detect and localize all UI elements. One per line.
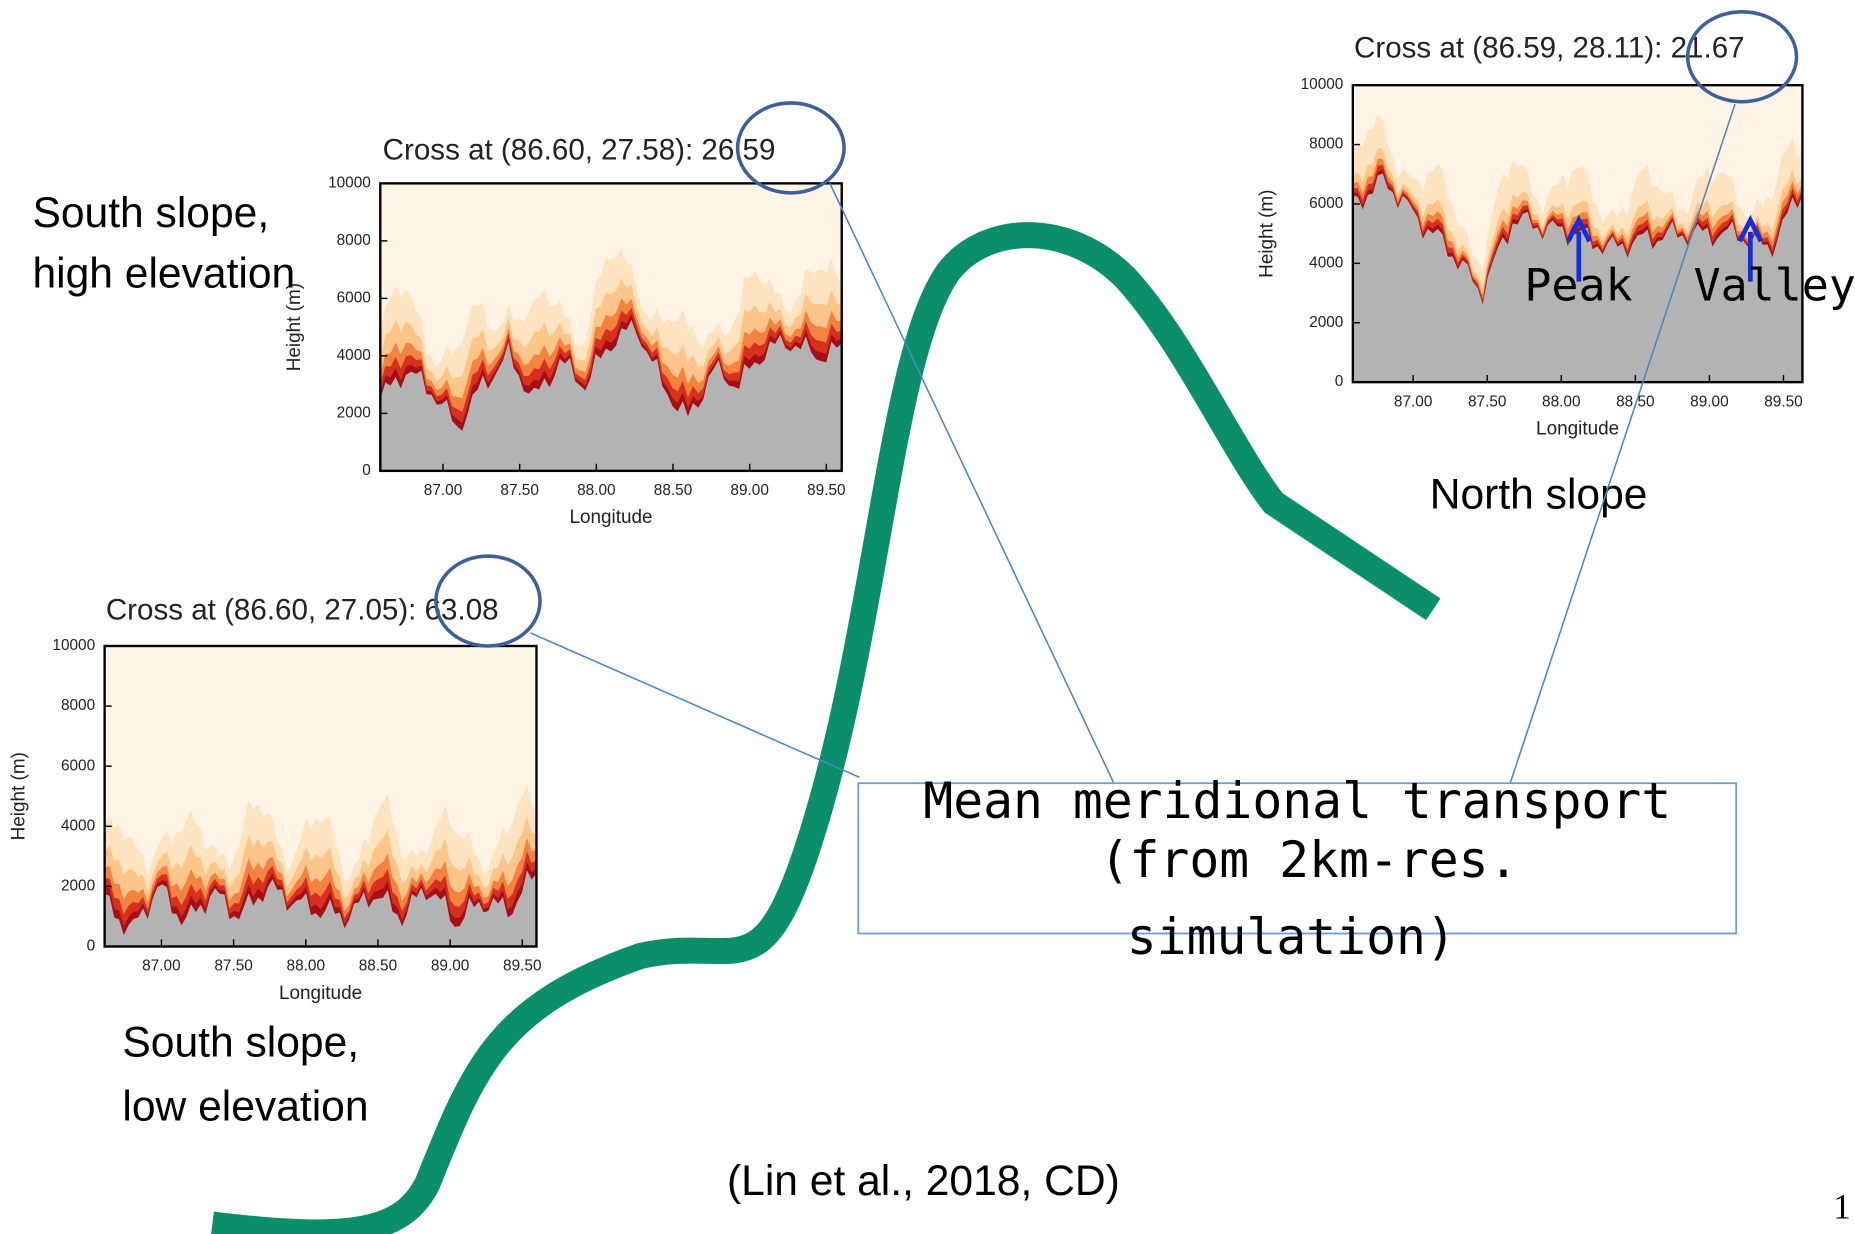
plot-frame: [103, 644, 538, 948]
y-tick-label: 8000: [1309, 136, 1343, 153]
y-axis-label: Height (m): [1257, 190, 1278, 278]
highlight-circle: [1685, 10, 1799, 104]
panel-caption: North slope: [1430, 471, 1648, 519]
x-tick-label: 89.50: [503, 958, 541, 975]
panel-caption: South slope,: [122, 1019, 359, 1067]
x-tick-label: 88.00: [1542, 393, 1580, 410]
highlight-circle: [735, 101, 846, 195]
x-tick-label: 87.50: [500, 482, 538, 499]
box-text: (from 2km-res.: [1100, 831, 1519, 889]
x-tick-label: 88.00: [287, 958, 325, 975]
y-tick-label: 4000: [61, 817, 95, 834]
page-number: 1: [1833, 1187, 1851, 1227]
y-tick-label: 0: [1335, 373, 1344, 390]
plot-frame: [1351, 84, 1804, 384]
callout-line: [829, 183, 1115, 784]
marker-arrowhead: [1566, 214, 1592, 243]
panel-caption: low elevation: [122, 1082, 368, 1130]
box-text: simulation): [1127, 908, 1456, 966]
y-tick-label: 2000: [61, 877, 95, 894]
callouts: [530, 103, 1736, 784]
x-tick-label: 87.00: [1394, 393, 1432, 410]
x-tick-label: 88.50: [359, 958, 397, 975]
y-tick-label: 8000: [337, 232, 371, 249]
x-tick-label: 89.50: [1764, 393, 1802, 410]
callout-line: [1509, 103, 1736, 784]
y-axis-label: Height (m): [284, 283, 305, 371]
mountain-profile: [211, 222, 1441, 1234]
terrain: [104, 870, 537, 947]
y-tick-label: 10000: [52, 637, 95, 654]
y-tick-label: 0: [362, 462, 371, 479]
y-tick-label: 6000: [1309, 195, 1343, 212]
x-tick-label: 87.50: [1468, 393, 1506, 410]
y-tick-label: 4000: [337, 347, 371, 364]
x-tick-label: 88.00: [577, 482, 615, 499]
marker-arrowhead: [1737, 214, 1764, 243]
x-tick-label: 87.00: [424, 482, 462, 499]
panel-title: Cross at (86.60, 27.05): 63.08: [106, 593, 499, 626]
y-tick-label: 6000: [337, 289, 371, 306]
x-axis-label: Longitude: [569, 507, 652, 528]
x-tick-label: 89.00: [431, 958, 469, 975]
citation: (Lin et al., 2018, CD): [727, 1157, 1120, 1205]
y-tick-label: 2000: [337, 404, 371, 421]
panel-caption: South slope,: [32, 189, 269, 237]
y-tick-label: 0: [87, 938, 96, 955]
terrain: [380, 319, 842, 471]
text-box: [857, 782, 1738, 935]
y-axis-label: Height (m): [8, 752, 29, 840]
x-tick-label: 88.50: [654, 482, 692, 499]
highlights: [434, 10, 1799, 648]
x-tick-label: 89.00: [730, 482, 768, 499]
y-tick-label: 8000: [61, 697, 95, 714]
panel-caption: high elevation: [32, 249, 295, 297]
plot-frame: [379, 182, 843, 473]
panel-title: Cross at (86.59, 28.11): 21.67: [1354, 32, 1745, 65]
panel-title: Cross at (86.60, 27.58): 26.59: [383, 133, 776, 166]
x-tick-label: 88.50: [1616, 393, 1654, 410]
y-tick-label: 6000: [61, 757, 95, 774]
highlight-circle: [434, 554, 542, 648]
y-tick-label: 10000: [1301, 76, 1344, 93]
y-tick-label: 4000: [1309, 254, 1343, 271]
marker-label: Valley: [1694, 259, 1855, 312]
x-axis-label: Longitude: [1536, 418, 1619, 439]
y-tick-label: 2000: [1309, 314, 1343, 331]
marker-label: Peak: [1524, 259, 1632, 312]
y-tick-label: 10000: [328, 174, 371, 191]
panels: Cross at (86.60, 27.58): 26.59 0 2000 4000 6…: [8, 32, 1855, 1131]
box-text: Mean meridional transport: [923, 772, 1671, 830]
x-tick-label: 87.50: [214, 958, 252, 975]
x-tick-label: 89.50: [807, 482, 845, 499]
callout-line: [530, 632, 860, 779]
x-tick-label: 89.00: [1690, 393, 1728, 410]
x-tick-label: 87.00: [142, 958, 180, 975]
x-axis-label: Longitude: [279, 983, 362, 1004]
